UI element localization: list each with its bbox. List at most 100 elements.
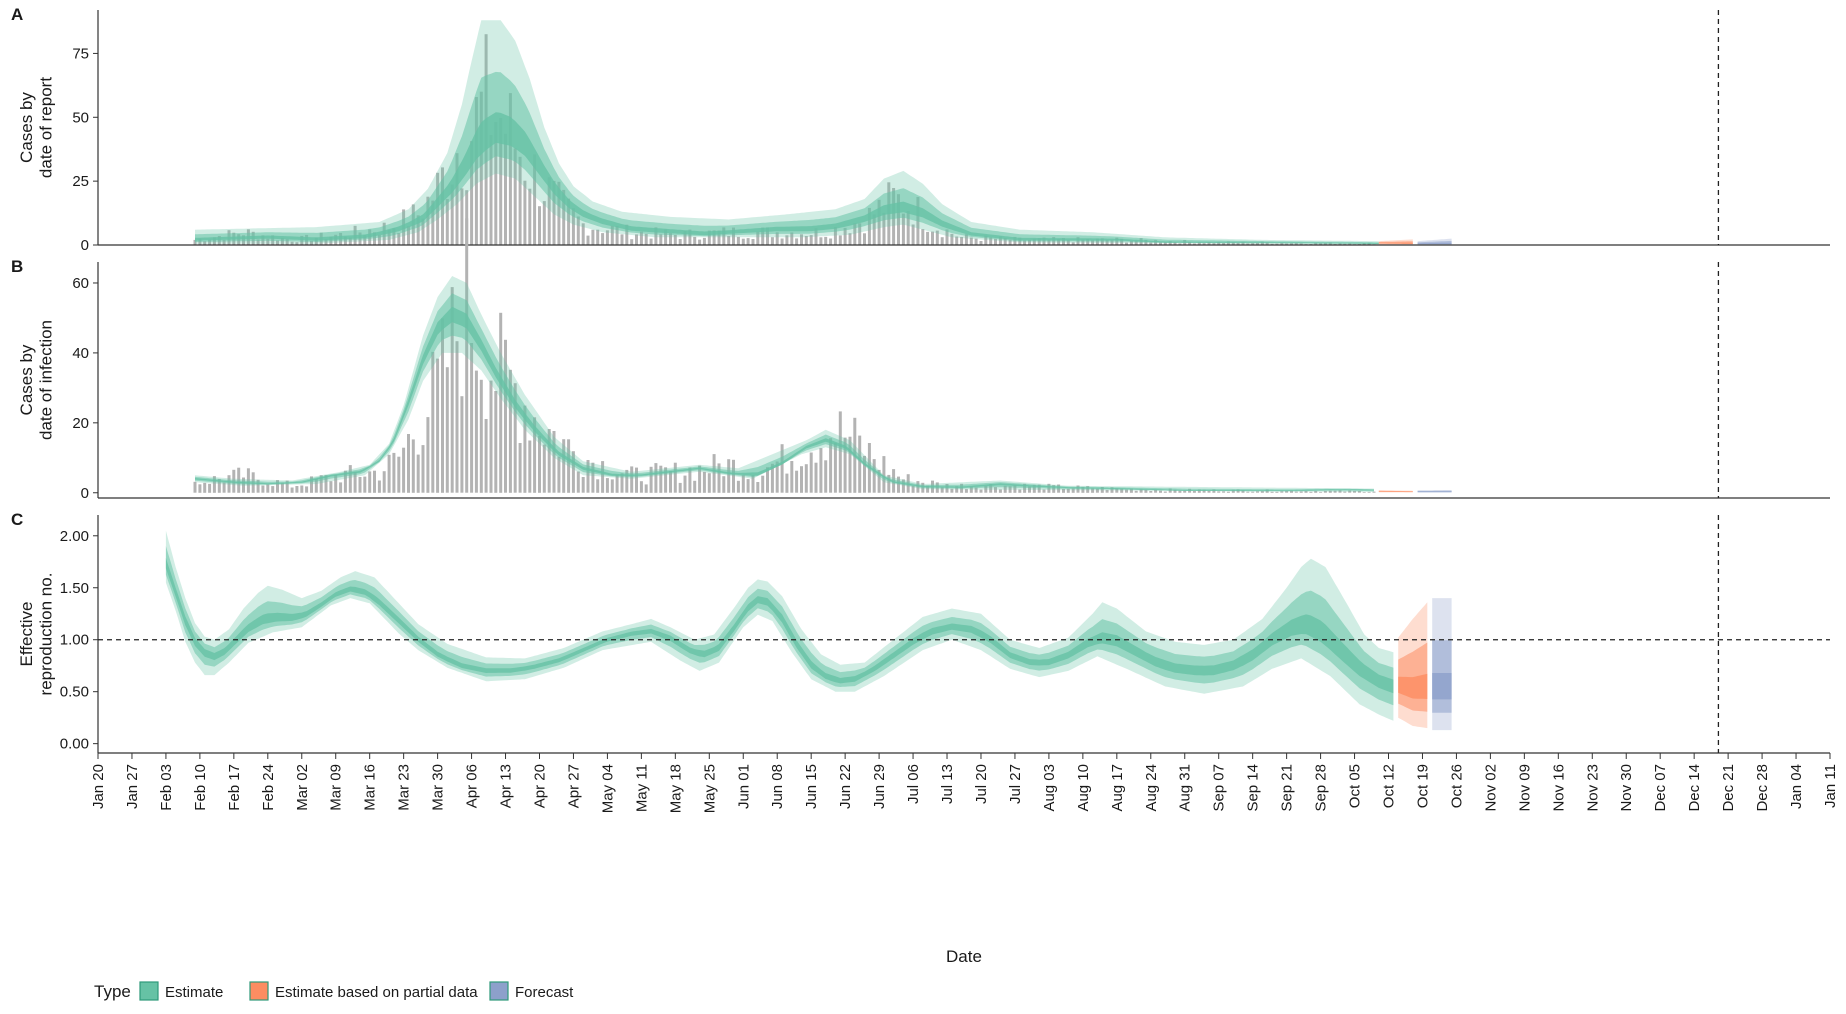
observed-cases-bar bbox=[1197, 242, 1201, 245]
observed-cases-bar bbox=[290, 241, 294, 245]
observed-cases-bar bbox=[601, 233, 605, 245]
observed-cases-bar bbox=[1183, 490, 1187, 493]
forecast-band-20 bbox=[1417, 242, 1452, 244]
x-tick-label: Jun 22 bbox=[837, 764, 854, 809]
x-tick-label: Nov 02 bbox=[1482, 764, 1499, 812]
observed-cases-bar bbox=[926, 231, 930, 245]
x-axis-title: Date bbox=[946, 947, 982, 966]
observed-cases-bar bbox=[455, 153, 459, 245]
observed-cases-bar bbox=[790, 461, 794, 493]
observed-cases-bar bbox=[484, 419, 488, 493]
observed-cases-bar bbox=[707, 230, 711, 245]
observed-cases-bar bbox=[1328, 490, 1332, 493]
observed-cases-bar bbox=[1105, 239, 1109, 245]
observed-cases-bar bbox=[208, 239, 212, 245]
observed-cases-bar bbox=[557, 456, 561, 493]
x-tick-label: Jun 29 bbox=[871, 764, 888, 809]
observed-cases-bar bbox=[470, 343, 474, 493]
legend-label: Forecast bbox=[515, 984, 574, 1001]
observed-cases-bar bbox=[305, 486, 309, 493]
observed-cases-bar bbox=[518, 443, 522, 493]
observed-cases-bar bbox=[1299, 491, 1303, 493]
observed-cases-bar bbox=[217, 478, 221, 493]
observed-cases-bar bbox=[591, 229, 595, 245]
observed-cases-bar bbox=[635, 234, 638, 245]
observed-cases-bar bbox=[382, 471, 386, 493]
observed-cases-bar bbox=[1028, 486, 1031, 493]
observed-cases-bar bbox=[824, 460, 828, 493]
observed-cases-bar bbox=[984, 486, 988, 493]
x-tick-label: Sep 21 bbox=[1279, 764, 1296, 812]
x-tick-label: Jun 08 bbox=[769, 764, 786, 809]
observed-cases-bar bbox=[1256, 491, 1259, 493]
x-tick-label: Sep 28 bbox=[1313, 764, 1330, 812]
observed-cases-bar bbox=[906, 211, 910, 245]
observed-cases-bar bbox=[1159, 490, 1162, 493]
observed-cases-bar bbox=[1319, 491, 1323, 493]
observed-cases-bar bbox=[649, 466, 653, 493]
observed-cases-bar bbox=[1091, 240, 1095, 245]
observed-cases-bar bbox=[1023, 240, 1027, 245]
x-tick-label: Feb 10 bbox=[192, 764, 209, 811]
observed-cases-bar bbox=[591, 462, 595, 493]
observed-cases-bar bbox=[1129, 241, 1133, 245]
observed-cases-bar bbox=[426, 196, 430, 245]
observed-cases-bar bbox=[853, 223, 857, 245]
x-tick-label: Feb 03 bbox=[158, 764, 175, 811]
observed-cases-bar bbox=[1338, 490, 1342, 493]
observed-cases-bar bbox=[809, 235, 813, 245]
observed-cases-bar bbox=[508, 369, 512, 493]
observed-cases-bar bbox=[1299, 243, 1303, 245]
x-tick-label: Jul 13 bbox=[939, 764, 956, 804]
y-axis-title: Cases bydate of infection bbox=[17, 320, 56, 440]
observed-cases-bar bbox=[1018, 489, 1022, 493]
x-tick-label: Nov 16 bbox=[1550, 764, 1567, 812]
observed-cases-bar bbox=[867, 207, 871, 245]
observed-cases-bar bbox=[285, 239, 289, 245]
observed-cases-bar bbox=[1178, 490, 1182, 493]
observed-cases-bar bbox=[1008, 486, 1012, 493]
y-tick-label: 75 bbox=[72, 45, 89, 62]
observed-cases-bar bbox=[785, 473, 789, 493]
observed-cases-bar bbox=[353, 471, 357, 493]
observed-cases-bar bbox=[1062, 238, 1065, 245]
observed-cases-bar bbox=[494, 122, 498, 245]
x-tick-label: Jul 20 bbox=[973, 764, 990, 804]
observed-cases-bar bbox=[829, 438, 833, 493]
observed-cases-bar bbox=[576, 216, 580, 245]
observed-cases-bar bbox=[528, 440, 532, 493]
observed-cases-bar bbox=[605, 478, 609, 493]
observed-cases-bar bbox=[528, 188, 532, 245]
observed-cases-bar bbox=[523, 405, 527, 493]
observed-cases-bar bbox=[363, 476, 367, 493]
observed-cases-bar bbox=[373, 470, 376, 493]
observed-cases-bar bbox=[1294, 491, 1298, 493]
x-tick-label: Dec 07 bbox=[1652, 764, 1669, 812]
observed-cases-bar bbox=[872, 459, 876, 493]
observed-cases-bar bbox=[1260, 491, 1264, 493]
y-axis-title: Cases bydate of report bbox=[17, 77, 56, 178]
observed-cases-bar bbox=[1168, 241, 1172, 245]
observed-cases-bar bbox=[1202, 489, 1206, 493]
observed-cases-bar bbox=[562, 439, 566, 493]
observed-cases-bar bbox=[237, 467, 241, 493]
observed-cases-bar bbox=[819, 448, 823, 493]
observed-cases-bar bbox=[436, 358, 440, 493]
observed-cases-bar bbox=[1207, 241, 1211, 245]
x-tick-label: Mar 23 bbox=[396, 764, 413, 811]
observed-cases-bar bbox=[625, 469, 629, 493]
observed-cases-bar bbox=[343, 236, 347, 245]
observed-cases-bar bbox=[610, 479, 614, 493]
observed-cases-bar bbox=[1125, 489, 1128, 493]
observed-cases-bar bbox=[334, 474, 338, 493]
observed-cases-bar bbox=[761, 475, 765, 493]
observed-cases-bar bbox=[635, 467, 638, 493]
observed-cases-bar bbox=[921, 229, 925, 245]
observed-cases-bar bbox=[300, 485, 304, 493]
observed-cases-bar bbox=[1348, 243, 1352, 245]
x-tick-label: May 18 bbox=[667, 764, 684, 813]
y-tick-label: 0 bbox=[81, 485, 89, 502]
observed-cases-bar bbox=[310, 240, 313, 245]
observed-cases-bar bbox=[411, 439, 415, 493]
